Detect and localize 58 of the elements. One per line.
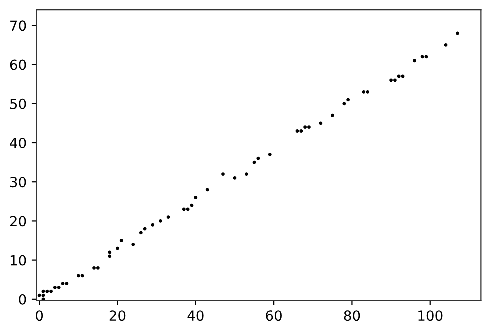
point xyxy=(233,176,237,180)
y-tick-label: 60 xyxy=(10,60,26,70)
x-tick-label: 80 xyxy=(344,310,360,322)
point xyxy=(76,274,80,278)
point xyxy=(456,32,460,36)
point xyxy=(132,242,136,246)
point xyxy=(65,282,69,286)
x-tick-label: 0 xyxy=(36,310,44,322)
point xyxy=(342,102,346,106)
point xyxy=(300,130,304,133)
point xyxy=(366,90,370,94)
point xyxy=(206,188,210,192)
x-tick-label: 40 xyxy=(188,310,204,322)
point xyxy=(151,223,155,227)
point xyxy=(346,98,350,102)
point xyxy=(159,220,162,223)
point xyxy=(46,290,50,294)
point xyxy=(256,156,260,160)
point xyxy=(116,246,120,250)
point xyxy=(61,282,65,286)
y-tick-label: 0 xyxy=(19,294,26,305)
point xyxy=(394,78,397,82)
point xyxy=(108,250,112,254)
point xyxy=(420,55,424,59)
point xyxy=(397,74,401,78)
point xyxy=(362,90,366,94)
point xyxy=(139,231,143,235)
point xyxy=(50,290,53,294)
point xyxy=(96,266,100,270)
point xyxy=(413,59,416,63)
point xyxy=(330,114,334,118)
point xyxy=(268,153,272,156)
point xyxy=(92,266,96,270)
point xyxy=(194,196,198,200)
point xyxy=(53,286,57,290)
point xyxy=(166,216,170,219)
x-tick-label: 20 xyxy=(110,310,126,322)
point xyxy=(120,239,124,242)
point xyxy=(390,78,393,82)
y-tick-label: 40 xyxy=(10,138,26,148)
point xyxy=(296,130,300,133)
x-tick-label: 100 xyxy=(418,310,443,322)
y-tick-label: 50 xyxy=(10,98,26,110)
point xyxy=(108,254,112,258)
y-tick-label: 10 xyxy=(10,255,26,266)
point xyxy=(244,172,248,176)
y-tick-label: 20 xyxy=(10,216,26,227)
point xyxy=(444,44,448,47)
point xyxy=(57,286,61,290)
point xyxy=(304,126,308,130)
point xyxy=(222,172,225,176)
point xyxy=(42,290,46,294)
point xyxy=(182,208,186,212)
point xyxy=(308,126,311,130)
point xyxy=(319,122,323,126)
y-tick-label: 70 xyxy=(10,20,26,32)
x-tick-label: 60 xyxy=(266,310,282,322)
y-tick-label: 30 xyxy=(10,177,26,188)
